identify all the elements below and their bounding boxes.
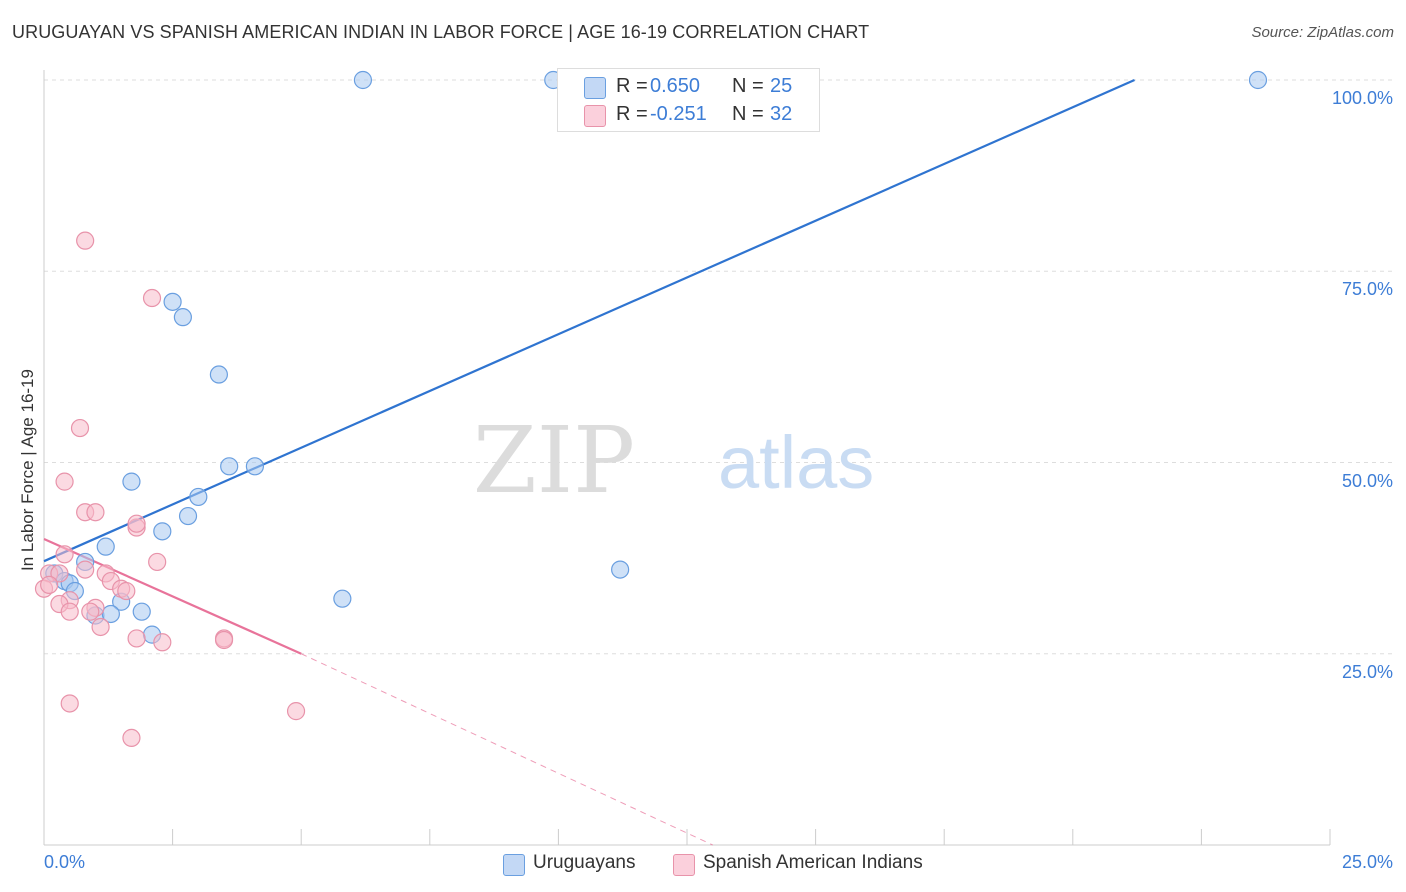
legend-label-spanish-american-indians: Spanish American Indians	[703, 852, 923, 873]
legend-label-uruguayans: Uruguayans	[533, 852, 636, 873]
point-spanish-american-indians	[40, 575, 59, 595]
stats-legend: R = 0.650 N = 25 R = -0.251 N = 32	[557, 68, 820, 132]
point-uruguayans	[96, 537, 115, 556]
legend-r-value-uruguayans: 0.650	[650, 75, 701, 97]
point-spanish-american-indians	[117, 581, 136, 601]
point-uruguayans	[245, 457, 265, 476]
point-uruguayans	[220, 457, 239, 476]
legend-n-value-spanish-american-indians: 32	[770, 103, 793, 125]
y-tick-label: 50.0%	[1341, 470, 1393, 491]
point-uruguayans	[189, 487, 208, 507]
point-spanish-american-indians	[286, 702, 306, 721]
legend-r-label: R =	[616, 75, 648, 97]
trend-line-uruguayans	[43, 78, 1135, 563]
point-spanish-american-indians	[60, 694, 79, 713]
point-uruguayans	[611, 560, 630, 579]
point-uruguayans	[163, 292, 182, 311]
point-spanish-american-indians	[76, 560, 95, 579]
y-tick-label: 100.0%	[1331, 88, 1393, 108]
point-spanish-american-indians	[127, 514, 146, 533]
point-spanish-american-indians	[86, 503, 105, 522]
watermark-atlas: atlas	[718, 421, 874, 504]
point-spanish-american-indians	[50, 564, 69, 583]
point-spanish-american-indians	[142, 288, 162, 308]
legend-n-label: N =	[732, 103, 764, 125]
legend-n-value-uruguayans: 25	[770, 75, 793, 97]
point-spanish-american-indians	[76, 231, 95, 250]
point-spanish-american-indians	[153, 633, 172, 652]
point-uruguayans	[132, 602, 151, 621]
legend-swatch-spanish-american-indians	[673, 854, 695, 876]
point-uruguayans	[178, 506, 198, 526]
data-points	[34, 70, 1268, 748]
point-spanish-american-indians	[60, 602, 79, 621]
y-tick-label: 25.0%	[1341, 661, 1393, 682]
point-spanish-american-indians	[148, 552, 167, 572]
legend-swatch-uruguayans	[584, 77, 606, 99]
y-tick-label: 75.0%	[1341, 279, 1393, 300]
point-spanish-american-indians	[91, 617, 110, 637]
legend-swatch-uruguayans	[503, 854, 525, 876]
point-spanish-american-indians	[55, 472, 74, 491]
chart-source: Source: ZipAtlas.com	[1251, 24, 1394, 41]
chart-title: URUGUAYAN VS SPANISH AMERICAN INDIAN IN …	[12, 22, 870, 42]
point-uruguayans	[153, 522, 172, 541]
point-uruguayans	[173, 308, 192, 327]
watermark-zip: ZIP	[473, 407, 635, 514]
point-spanish-american-indians	[122, 728, 141, 748]
point-spanish-american-indians	[55, 545, 74, 564]
point-spanish-american-indians	[214, 630, 234, 650]
point-uruguayans	[209, 365, 228, 384]
grid-lines	[44, 79, 1393, 655]
x-tick-min: 0.0%	[44, 852, 86, 872]
legend-r-value-spanish-american-indians: -0.251	[650, 103, 707, 125]
point-uruguayans	[101, 604, 120, 624]
watermark: ZIP atlas	[473, 407, 874, 514]
point-uruguayans	[1248, 70, 1268, 90]
point-spanish-american-indians	[81, 602, 100, 621]
point-uruguayans	[333, 589, 352, 608]
point-spanish-american-indians	[127, 629, 146, 648]
legend-n-label: N =	[732, 75, 764, 97]
legend-swatch-spanish-american-indians	[584, 105, 606, 127]
legend-r-label: R =	[616, 103, 648, 125]
axes	[43, 70, 1331, 846]
trend-line-extension	[300, 653, 713, 846]
x-tick-max: 25.0%	[1341, 852, 1393, 872]
point-spanish-american-indians	[70, 418, 90, 438]
point-uruguayans	[122, 472, 141, 491]
point-uruguayans	[353, 70, 373, 90]
